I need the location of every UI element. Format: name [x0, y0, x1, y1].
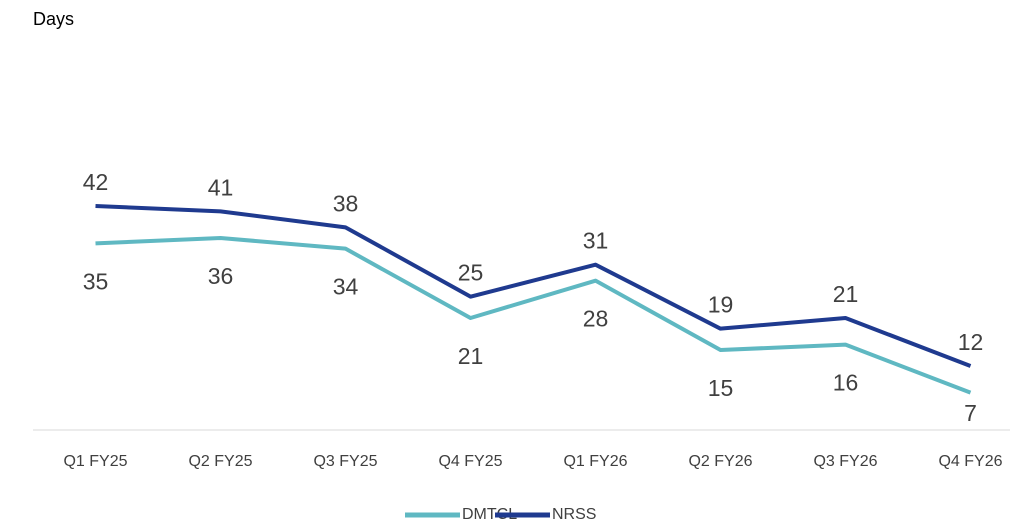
x-tick-label: Q1 FY25 — [63, 453, 127, 470]
line — [95, 236, 972, 395]
data-label: 28 — [583, 306, 609, 332]
y-axis-label: Days — [33, 9, 74, 29]
x-tick-label: Q2 FY25 — [188, 453, 252, 470]
x-tick-label: Q4 FY25 — [438, 453, 502, 470]
data-label: 31 — [583, 228, 609, 254]
data-label: 19 — [708, 292, 734, 318]
data-label: 42 — [83, 169, 109, 195]
x-tick-label: Q3 FY26 — [813, 453, 877, 470]
data-label: 36 — [208, 263, 234, 289]
data-label: 12 — [958, 329, 984, 355]
data-label: 7 — [964, 400, 977, 426]
data-label: 21 — [458, 343, 484, 369]
x-tick-label: Q4 FY26 — [938, 453, 1002, 470]
data-label: 15 — [708, 375, 734, 401]
legend-label: DMTCL — [462, 506, 517, 523]
data-label: 16 — [833, 370, 859, 396]
line — [95, 204, 972, 368]
x-tick-label: Q2 FY26 — [688, 453, 752, 470]
x-tick-label: Q3 FY25 — [313, 453, 377, 470]
data-label: 35 — [83, 268, 109, 294]
data-label: 21 — [833, 281, 859, 307]
data-label: 38 — [333, 190, 359, 216]
x-tick-label: Q1 FY26 — [563, 453, 627, 470]
data-label: 25 — [458, 260, 484, 286]
data-label: 41 — [208, 174, 234, 200]
legend-label: NRSS — [552, 506, 596, 523]
data-label: 34 — [333, 274, 359, 300]
